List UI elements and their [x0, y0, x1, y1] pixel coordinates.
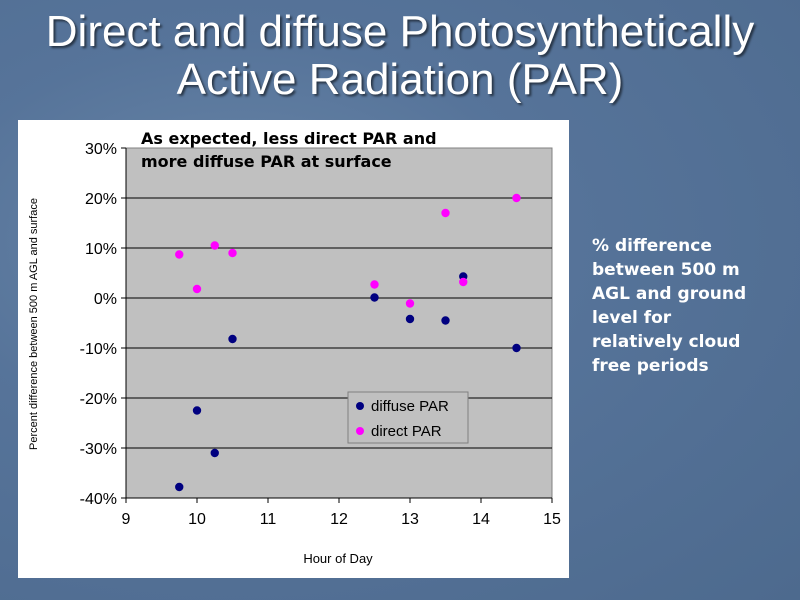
- diffuse-point: [192, 406, 202, 415]
- slide-title-line-2: Active Radiation (PAR): [176, 55, 624, 104]
- y-tick-label: -30%: [80, 441, 117, 458]
- side-note-line-1: % difference: [592, 236, 712, 256]
- direct-point: [512, 193, 521, 203]
- legend-direct-label: direct PAR: [371, 423, 442, 440]
- axes: [121, 147, 553, 503]
- diffuse-point: [210, 448, 219, 458]
- legend-diffuse-label: diffuse PAR: [371, 398, 449, 415]
- chart-frame: 30% 20% 10% 0% -10% -20% -30% -40% 9 10 11 12 13 14 15…: [18, 120, 569, 578]
- y-tick-label: -10%: [80, 341, 117, 358]
- direct-point: [405, 299, 415, 308]
- annotation-line-2: more diffuse PAR at surface: [141, 152, 392, 171]
- y-tick-label: 30%: [85, 141, 117, 158]
- direct-point: [459, 277, 468, 287]
- diffuse-point: [370, 293, 379, 302]
- legend-direct-marker: [356, 427, 364, 435]
- y-tick-label: 20%: [85, 191, 117, 208]
- diffuse-point: [512, 343, 521, 353]
- x-tick-label: 9: [122, 511, 131, 528]
- x-tick-label: 13: [401, 511, 419, 528]
- slide-title-line-1: Direct and diffuse Photosynthetically: [45, 7, 755, 56]
- legend-diffuse-marker: [356, 402, 364, 410]
- x-tick-label: 11: [260, 511, 277, 528]
- y-tick-label: -40%: [80, 491, 117, 508]
- plot-area: [125, 147, 553, 499]
- diffuse-point: [175, 482, 184, 492]
- x-axis-title: Hour of Day: [303, 551, 373, 566]
- y-axis-title: Percent difference between 500 m AGL and…: [28, 198, 40, 450]
- annotation-line-1: As expected, less direct PAR and: [141, 129, 437, 148]
- legend: diffuse PAR direct PAR: [347, 391, 469, 444]
- grid-lines: [126, 197, 552, 449]
- direct-point: [175, 250, 184, 259]
- x-tick-label: 12: [330, 511, 348, 528]
- direct-point: [210, 241, 219, 250]
- y-tick-label: 10%: [85, 241, 117, 258]
- direct-point: [192, 284, 202, 294]
- direct-point: [228, 248, 237, 258]
- direct-point: [441, 208, 450, 218]
- y-tick-label: 0%: [94, 291, 117, 308]
- tick-labels: 30% 20% 10% 0% -10% -20% -30% -40% 9 10 11 12 13 14 15: [80, 141, 561, 528]
- x-tick-label: 15: [543, 511, 561, 528]
- y-tick-label: -20%: [80, 391, 117, 408]
- slide-title: Direct and diffuse Photosynthetically Ac…: [0, 8, 800, 104]
- side-note-line-3: AGL and ground: [592, 284, 747, 304]
- side-note-line-2: between 500 m: [592, 260, 740, 280]
- data-points: [175, 193, 521, 492]
- side-note: % difference between 500 m AGL and groun…: [592, 234, 782, 378]
- diffuse-point: [228, 334, 237, 344]
- side-note-line-5: relatively cloud: [592, 332, 741, 352]
- diffuse-point: [405, 314, 415, 324]
- scatter-chart: 30% 20% 10% 0% -10% -20% -30% -40% 9 10 11 12 13 14 15…: [28, 129, 561, 566]
- side-note-line-4: level for: [592, 308, 672, 328]
- x-tick-label: 14: [472, 511, 490, 528]
- x-tick-label: 10: [188, 511, 206, 528]
- side-note-line-6: free periods: [592, 356, 709, 376]
- diffuse-point: [441, 316, 450, 325]
- direct-point: [370, 280, 379, 289]
- legend-box: [347, 391, 469, 444]
